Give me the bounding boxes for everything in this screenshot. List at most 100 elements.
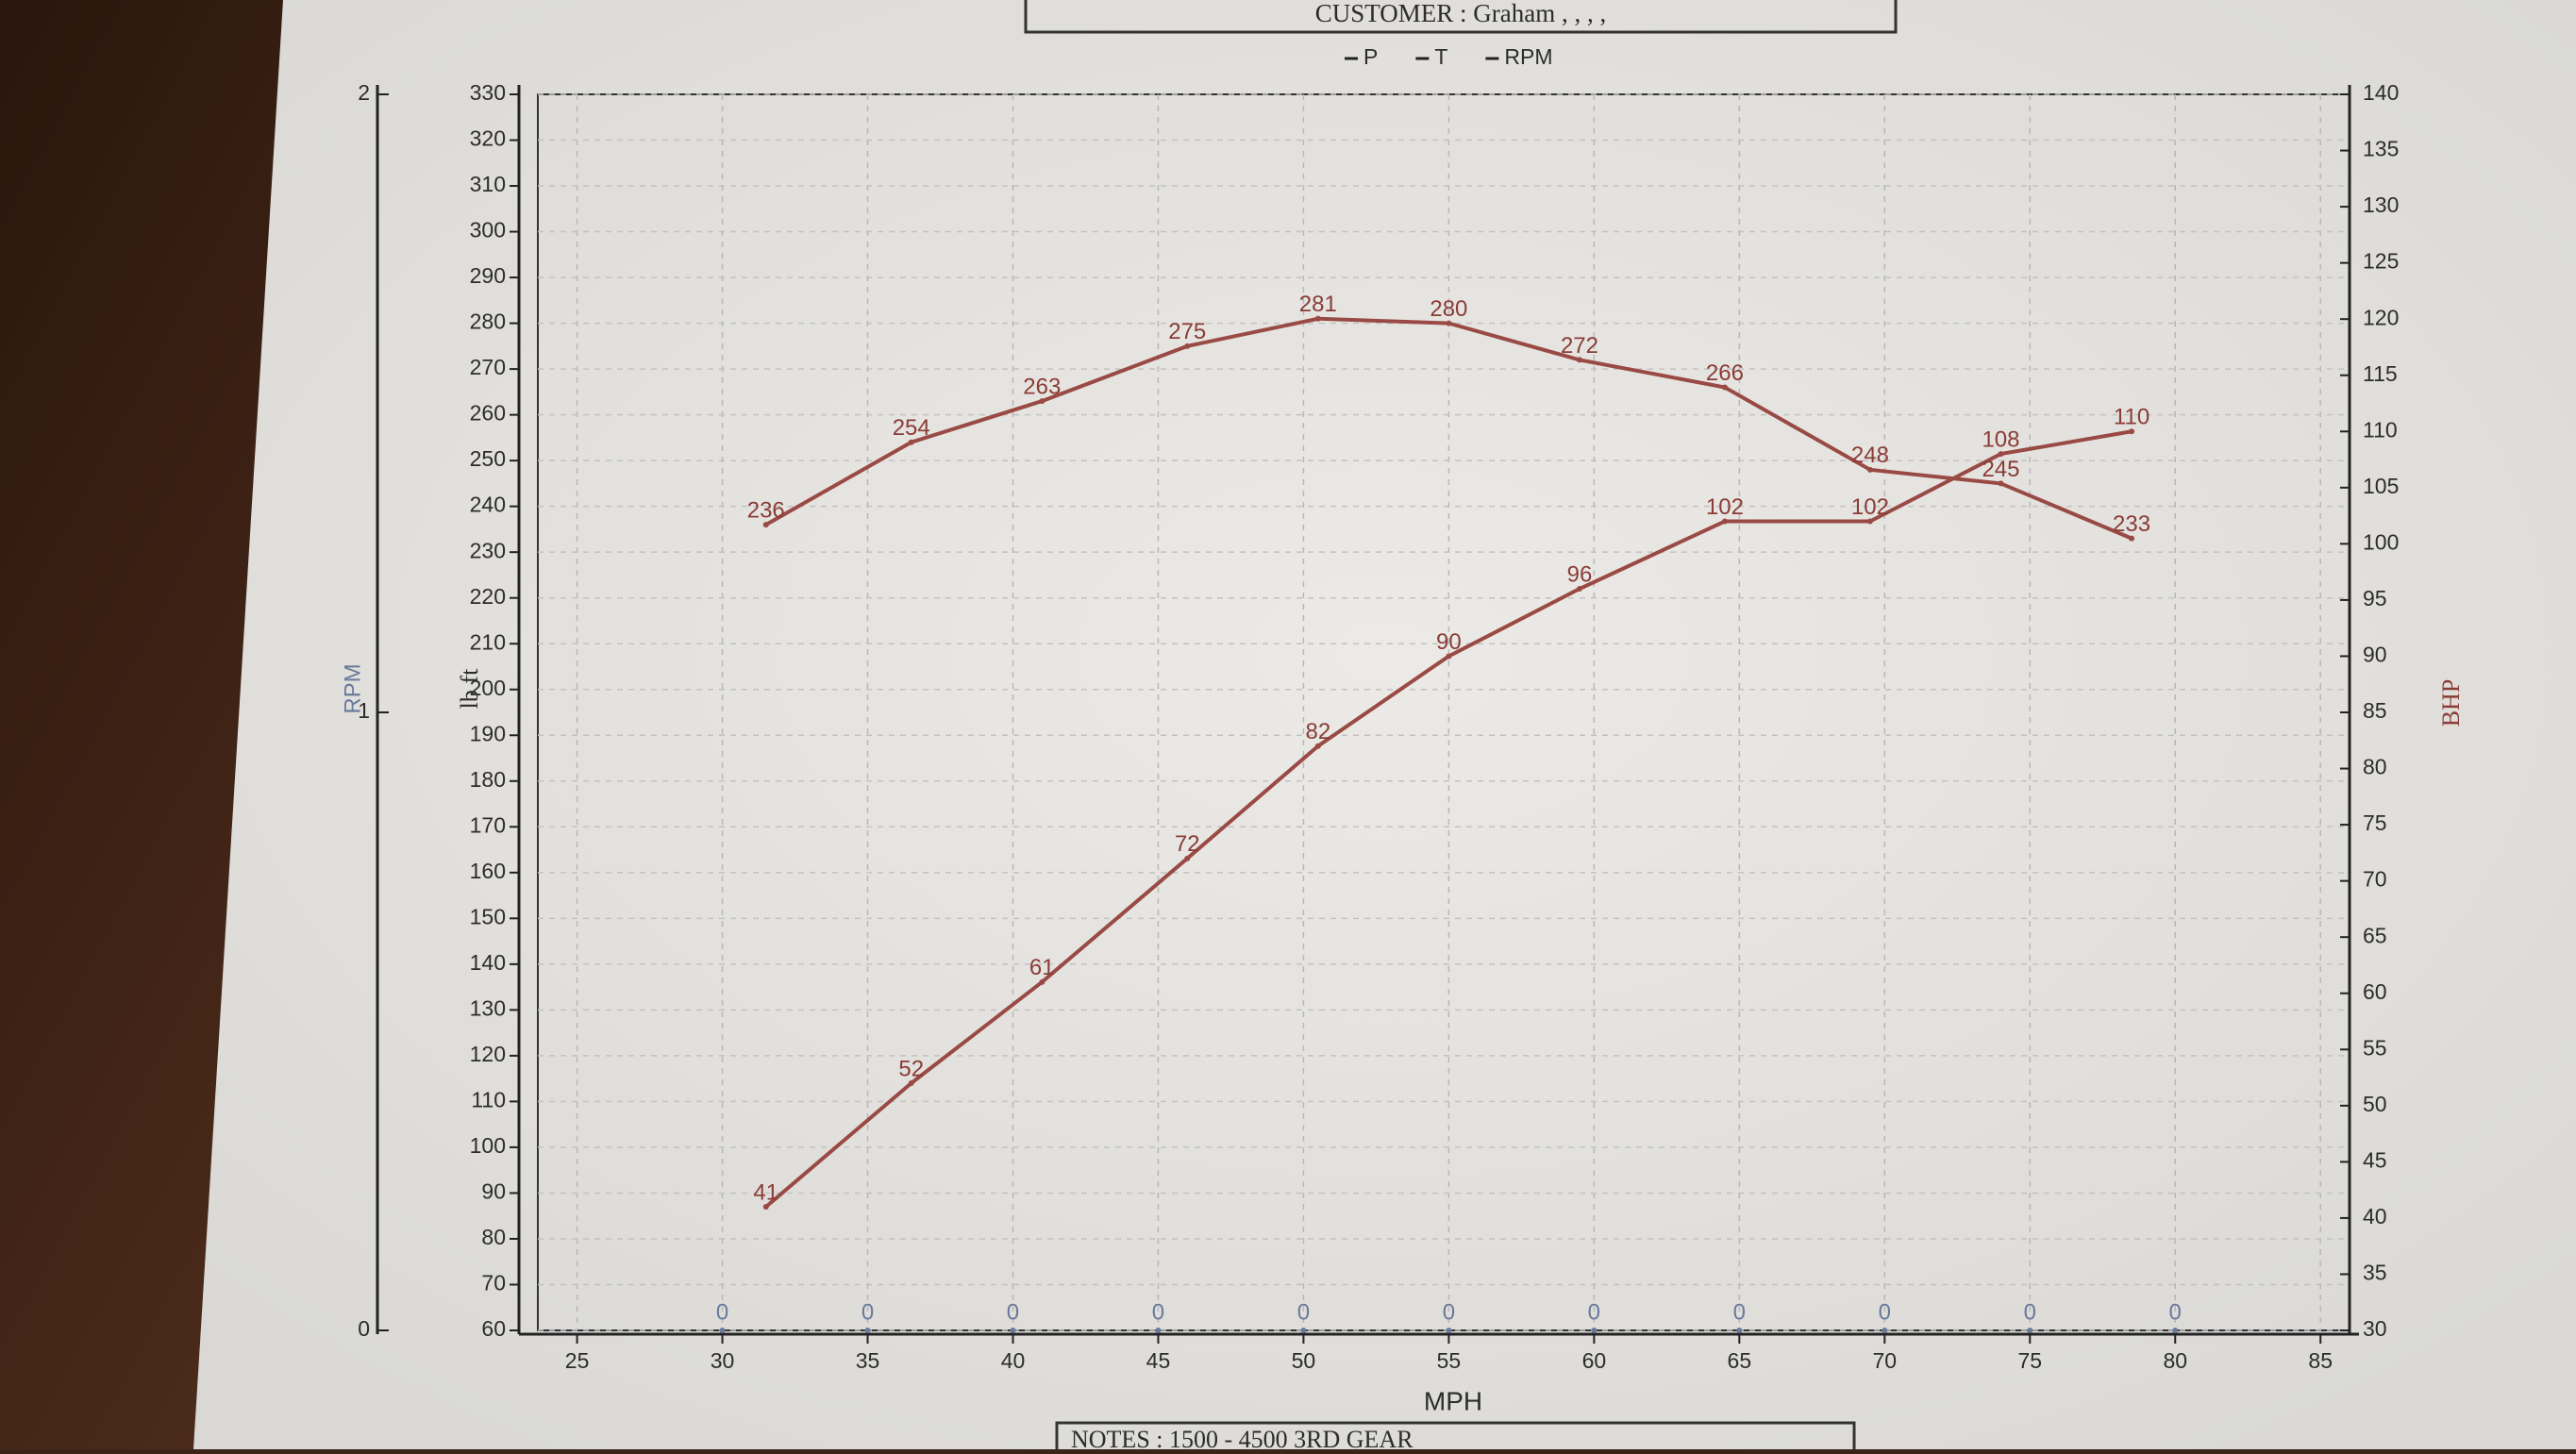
data-label: 280 [1430,296,1467,322]
y2-axis-label: BHP [2437,679,2465,727]
data-point [1998,451,2004,458]
x-tick-label: 60 [1582,1348,1607,1373]
chart-title: CUSTOMER : Graham , , , , [1315,0,1607,27]
x-tick-label: 40 [1001,1348,1026,1373]
y3-tick-label: 1 [358,698,370,723]
data-point [864,1328,871,1333]
y-tick-label: 150 [470,904,506,928]
y-tick-label: 110 [471,1087,506,1111]
y2-tick-label: 135 [2363,137,2399,161]
data-label: 275 [1168,319,1206,344]
paper [193,0,2576,1449]
y-axis-label: lb ft [456,668,483,709]
data-point [2172,1328,2179,1333]
data-label: 0 [1588,1299,1600,1325]
data-point [1300,1328,1307,1333]
data-label: 266 [1706,360,1744,386]
data-point [762,1204,769,1210]
y2-tick-label: 115 [2363,361,2398,386]
data-label: 0 [1443,1299,1455,1325]
y2-tick-label: 55 [2363,1035,2387,1060]
data-label: 41 [753,1179,778,1205]
y-tick-label: 120 [470,1042,506,1066]
y2-tick-label: 95 [2363,586,2387,610]
data-label: 110 [2114,405,2149,430]
x-tick-label: 30 [711,1348,735,1373]
data-point [1039,978,1045,985]
data-label: 52 [898,1056,924,1081]
y-tick-label: 320 [470,126,506,151]
data-point [1039,398,1045,405]
data-label: 245 [1982,457,2019,482]
y2-tick-label: 85 [2363,698,2387,723]
y2-tick-label: 65 [2363,923,2387,947]
y2-tick-label: 30 [2363,1316,2387,1341]
y2-tick-label: 140 [2363,80,2399,105]
data-label: 72 [1175,831,1200,857]
y-tick-label: 80 [481,1225,506,1249]
x-tick-label: 50 [1292,1348,1316,1373]
y2-tick-label: 130 [2363,192,2399,217]
x-tick-label: 85 [2308,1348,2333,1373]
data-point [2129,428,2135,435]
data-point [908,439,914,445]
x-tick-label: 80 [2163,1348,2187,1373]
data-label: 0 [1007,1299,1019,1325]
data-point [908,1080,914,1086]
y-tick-label: 230 [470,538,506,562]
y2-tick-label: 45 [2363,1147,2387,1172]
y-tick-label: 60 [481,1316,506,1341]
data-label: 0 [2024,1299,2036,1325]
y-tick-label: 210 [470,629,506,654]
notes-box [1055,1421,1856,1454]
data-label: 0 [1733,1299,1746,1325]
data-label: 0 [2169,1299,2182,1325]
data-point [762,522,769,528]
data-label: 272 [1561,333,1598,359]
data-label: 281 [1299,292,1337,317]
title-box [1024,0,1898,34]
y2-tick-label: 60 [2363,979,2387,1004]
data-label: 0 [861,1299,874,1325]
y2-tick-label: 35 [2363,1261,2387,1285]
y3-axis-label: RPM [340,663,365,713]
y-tick-label: 260 [470,401,506,426]
y3-tick-label: 0 [358,1316,370,1341]
x-tick-label: 25 [565,1348,590,1373]
data-point [1591,1328,1597,1333]
data-point [1866,466,1873,473]
y-tick-label: 300 [470,218,506,242]
y-tick-label: 250 [470,446,506,471]
y-tick-label: 200 [470,676,506,700]
data-point [1010,1328,1016,1333]
x-tick-label: 75 [2017,1348,2042,1373]
data-label: 0 [1152,1299,1164,1325]
x-tick-label: 45 [1146,1348,1171,1373]
y-tick-label: 290 [470,263,506,288]
y-tick-label: 330 [470,80,506,105]
data-point [1866,518,1873,525]
y-tick-label: 270 [470,355,506,379]
data-point [1721,518,1728,525]
data-point [1314,315,1321,322]
y2-tick-label: 110 [2363,417,2398,442]
y-tick-label: 160 [470,859,506,883]
data-label: 254 [893,415,930,441]
y-tick-label: 90 [481,1179,506,1204]
x-tick-label: 65 [1728,1348,1752,1373]
legend-label: T [1434,44,1447,69]
y-tick-label: 310 [470,172,506,196]
notes: NOTES : 1500 - 4500 3RD GEAR [1071,1426,1413,1449]
data-point [1314,743,1321,749]
y3-tick-label: 2 [358,80,370,105]
x-axis-label: MPH [1424,1386,1482,1415]
data-label: 236 [747,497,785,523]
legend-label: RPM [1504,44,1552,69]
y-tick-label: 140 [470,950,506,975]
y-tick-label: 70 [481,1271,506,1295]
y2-tick-label: 40 [2363,1204,2387,1228]
data-point [1882,1328,1888,1333]
y-tick-label: 190 [470,721,506,745]
y-tick-label: 220 [470,584,506,609]
data-label: 0 [716,1299,728,1325]
